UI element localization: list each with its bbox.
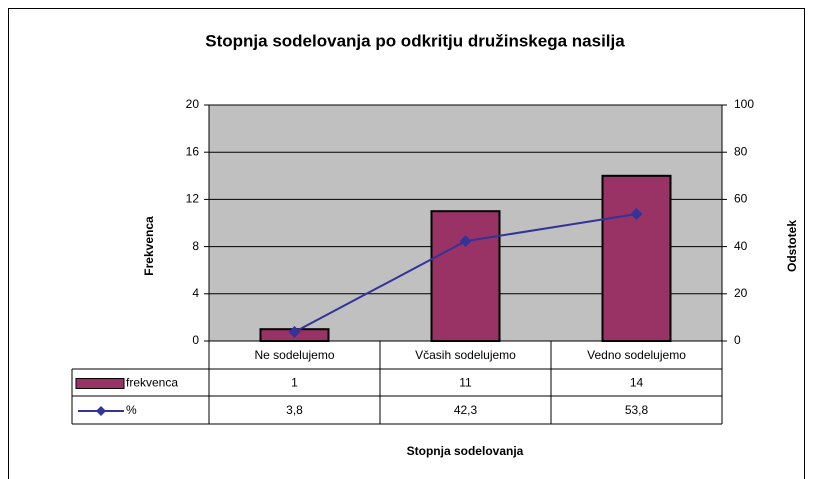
y-axis-label: Frekvenca	[142, 216, 156, 276]
x-tick-label: Ne sodelujemo	[254, 348, 334, 362]
chart-title: Stopnja sodelovanja po odkritju družinsk…	[205, 31, 625, 50]
table-value: 11	[459, 376, 472, 390]
line-marker	[630, 208, 643, 221]
legend-swatch	[75, 378, 125, 389]
bar	[430, 210, 501, 342]
table-value: 42,3	[454, 403, 478, 417]
y-tick-label: 20	[186, 97, 200, 111]
bar	[601, 174, 672, 342]
y2-tick-label: 60	[734, 192, 748, 206]
y2-tick-label: 80	[734, 144, 748, 158]
y-tick-label: 0	[192, 333, 199, 347]
line-marker	[288, 326, 301, 339]
y2-tick-label: 40	[734, 239, 748, 253]
legend-marker	[96, 406, 106, 416]
y-tick-label: 8	[192, 239, 199, 253]
y-tick-label: 12	[186, 192, 200, 206]
y2-tick-label: 0	[734, 333, 741, 347]
line-marker	[459, 235, 472, 248]
legend-label: frekvenca	[126, 376, 178, 390]
table-value: 14	[630, 376, 644, 390]
y-tick-label: 4	[192, 286, 199, 300]
x-tick-label: Včasih sodelujemo	[415, 348, 516, 362]
y-tick-label: 16	[186, 144, 200, 158]
table-value: 3,8	[286, 403, 303, 417]
x-axis-label: Stopnja sodelovanja	[407, 444, 524, 458]
table-value: 1	[291, 376, 298, 390]
x-tick-label: Vedno sodelujemo	[587, 348, 686, 362]
table-value: 53,8	[625, 403, 649, 417]
legend-label: %	[126, 403, 137, 417]
y2-axis-label: Odstotek	[785, 220, 799, 272]
y2-tick-label: 100	[734, 97, 754, 111]
y2-tick-label: 20	[734, 286, 748, 300]
